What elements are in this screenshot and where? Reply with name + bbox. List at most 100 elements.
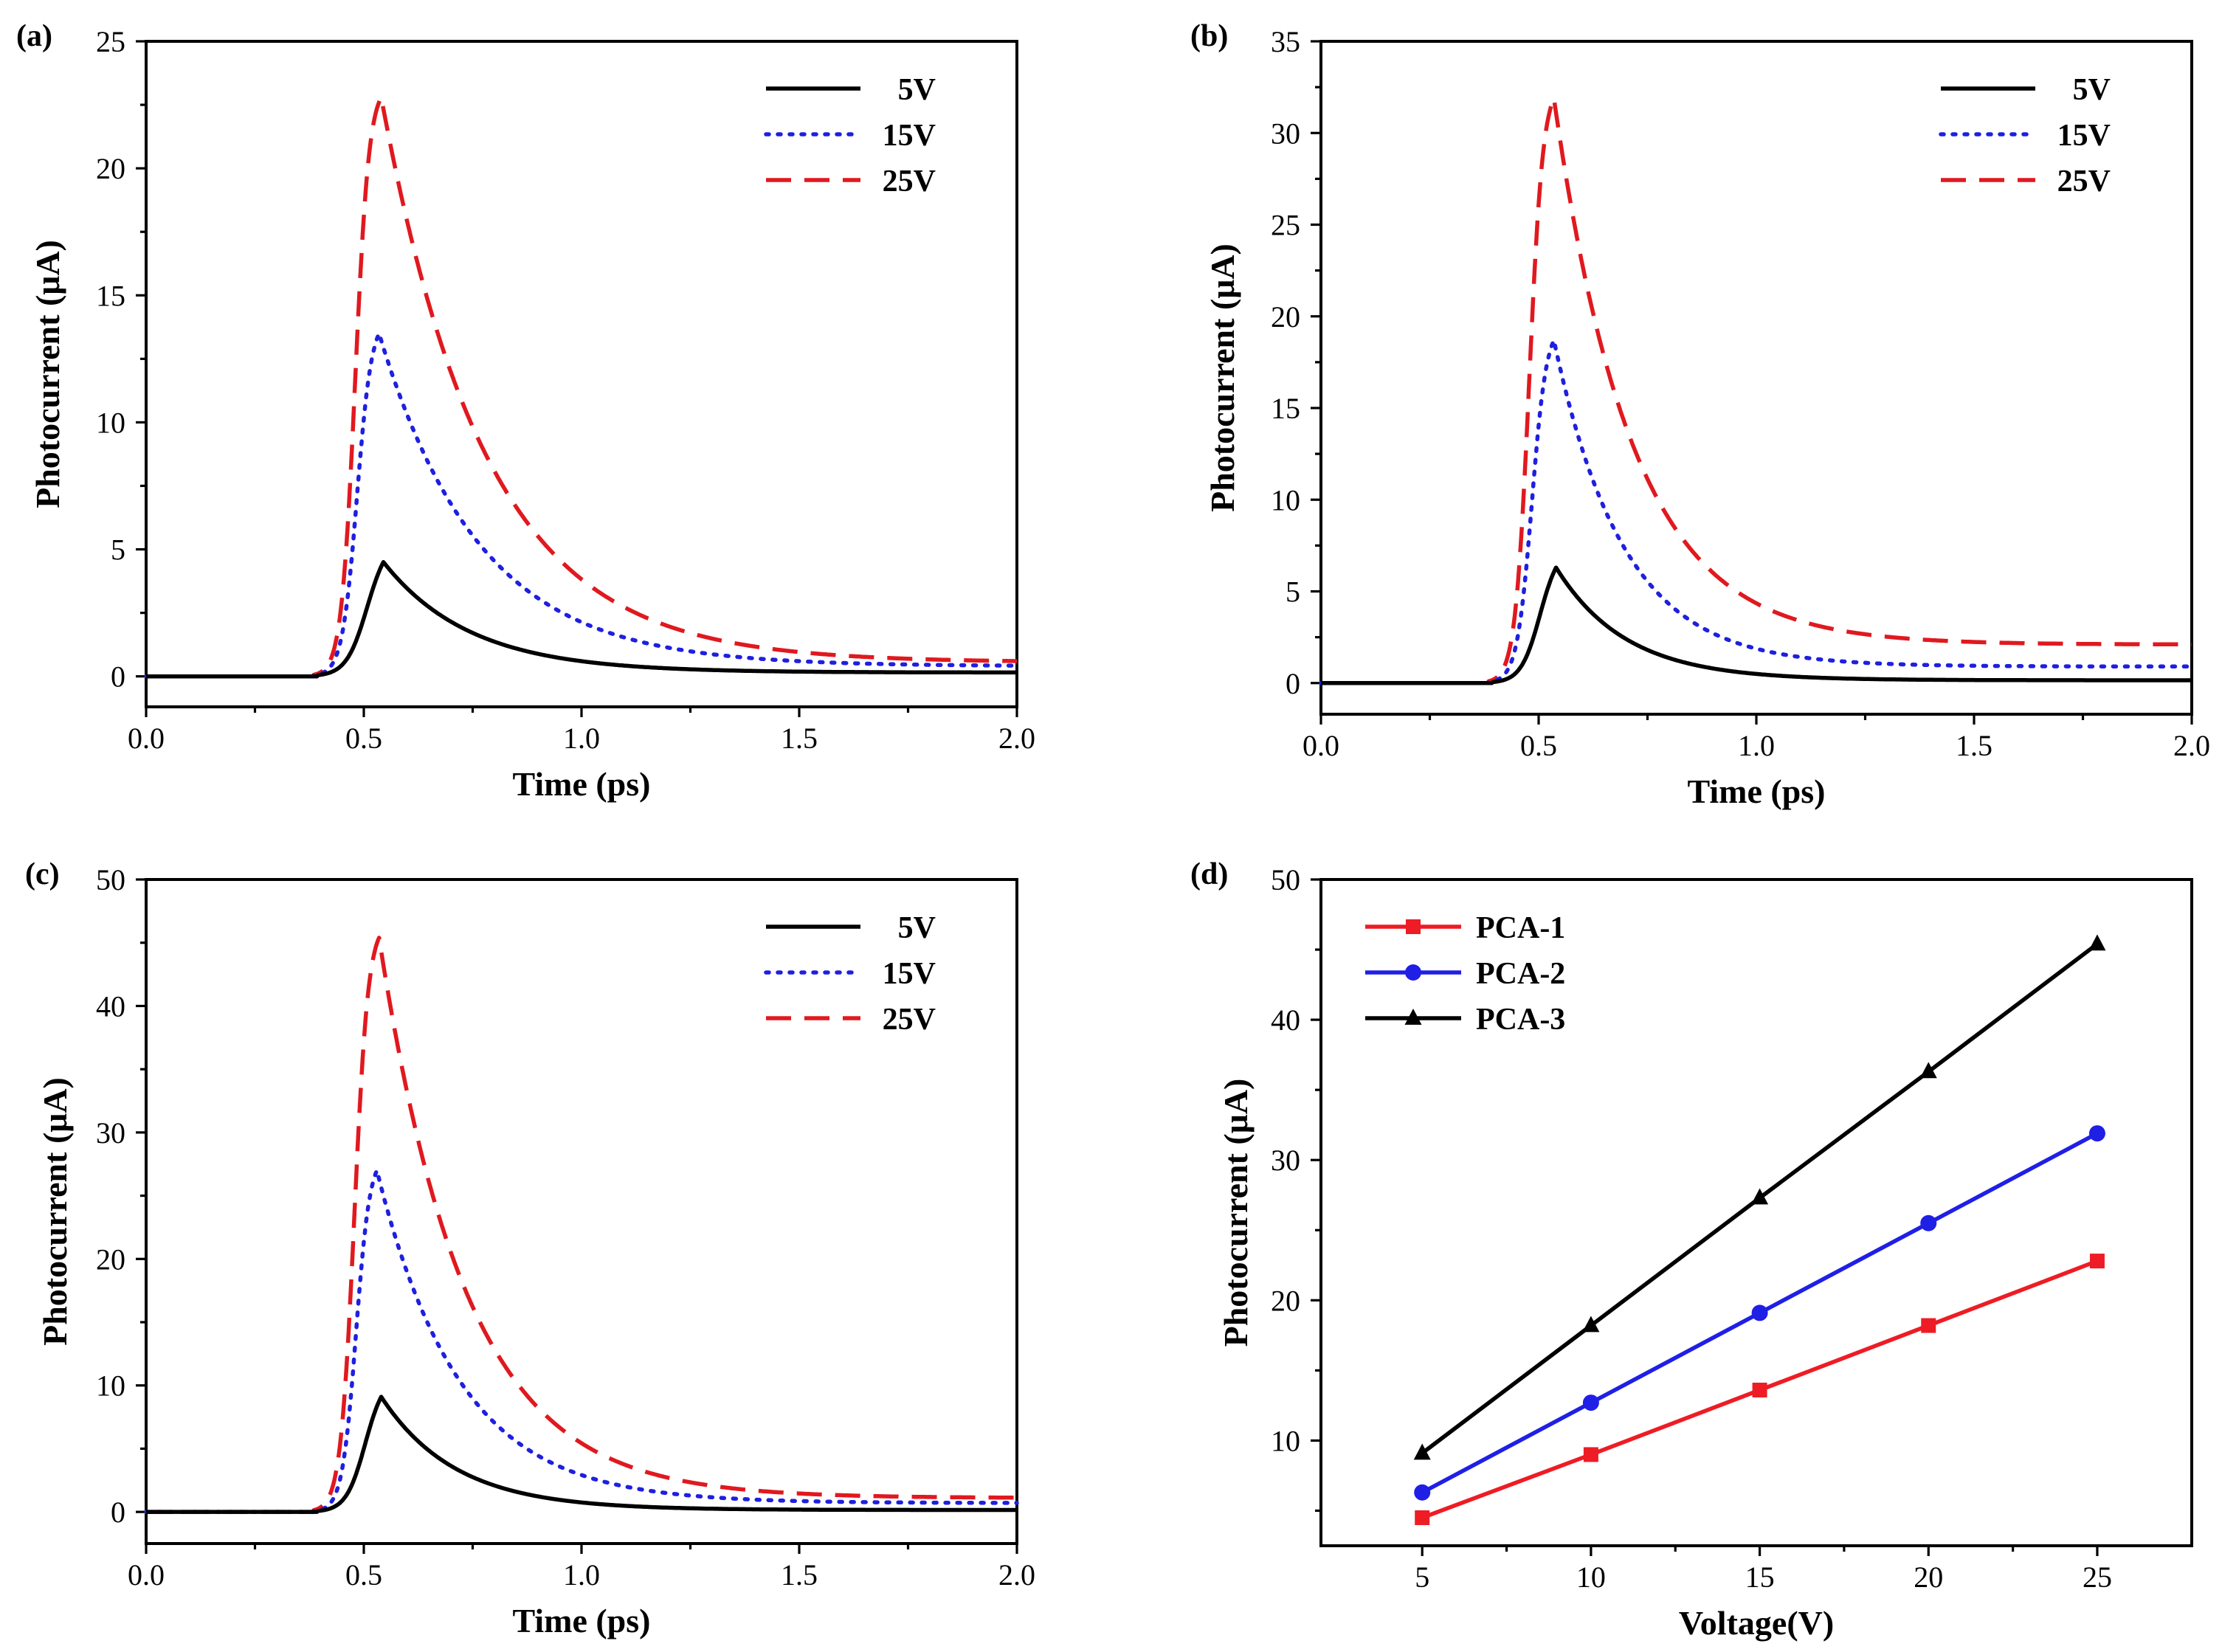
legend-label-25V: 25V [883,165,936,198]
y-tick-label: 25 [96,25,125,58]
data-point-PCA-1 [1921,1318,1936,1333]
y-tick-label: 40 [1271,1003,1300,1037]
series-line-5V [145,560,1018,679]
y-axis-label: Photocurrent (μA) [1217,1079,1255,1347]
series-line-15V [1319,338,2194,685]
legend-label-PCA-2: PCA-2 [1476,957,1565,991]
data-point-PCA-2 [1751,1304,1768,1321]
data-point-PCA-1 [1583,1447,1598,1462]
y-tick-label: 20 [1271,1284,1300,1317]
x-tick-label: 0.5 [345,1558,382,1591]
x-tick-label: 0.5 [1520,729,1557,762]
series-line-5V [1319,565,2193,685]
y-tick-label: 15 [1271,392,1300,425]
y-tick-label: 20 [1271,300,1300,333]
x-tick-label: 1.5 [781,722,818,755]
data-point-PCA-3 [2088,934,2106,951]
x-tick-label: 1.0 [1738,729,1775,762]
y-tick-label: 20 [96,152,125,185]
legend-label-25V: 25V [883,1003,936,1037]
x-tick-label: 1.0 [563,1558,600,1591]
y-tick-label: 0 [1286,667,1300,700]
data-point-PCA-3 [1413,1443,1431,1460]
data-point-PCA-1 [2089,1254,2105,1269]
y-tick-label: 10 [1271,1424,1300,1457]
data-point-PCA-2 [1582,1394,1599,1411]
series-line-15V [144,1168,1019,1514]
y-tick-label: 40 [96,989,125,1023]
legend-label-15V: 15V [883,957,936,991]
x-tick-label: 15 [1745,1561,1775,1594]
legend-label-5V: 5V [2073,73,2111,107]
panel-b: 0.0 0.5 1.0 1.5 2.0 0 5 10 15 20 25 30 35 Time (ps) Ph… [1190,19,2210,810]
data-point-PCA-2 [2088,1125,2105,1142]
x-tick-label: 2.0 [2173,729,2210,762]
y-tick-label: 20 [96,1243,125,1276]
y-tick-label: 10 [96,406,125,439]
series-line-15V [144,331,1019,679]
series-line-25V [145,94,1018,679]
x-axis-label: Voltage(V) [1679,1604,1834,1642]
legend-label-PCA-3: PCA-3 [1476,1003,1565,1037]
data-point-PCA-3 [1582,1316,1600,1333]
data-point-PCA-2 [1920,1214,1937,1231]
axes-frame [1319,878,2193,1547]
y-axis-label: Photocurrent (μA) [29,240,66,508]
y-tick-label: 30 [96,1116,125,1150]
y-tick-label: 5 [111,533,125,567]
y-tick-label: 50 [1271,863,1300,896]
legend-marker-PCA-1 [1406,919,1421,934]
y-tick-label: 10 [1271,483,1300,516]
data-point-PCA-1 [1415,1510,1430,1525]
legend-label-5V: 5V [898,911,936,945]
data-point-PCA-3 [1751,1188,1769,1205]
y-tick-label: 10 [96,1369,125,1403]
y-tick-label: 15 [96,279,125,312]
y-axis-label: Photocurrent (μA) [1204,243,1241,512]
panel-a: 0.0 0.5 1.0 1.5 2.0 0 5 10 15 20 25 Time (ps) Photoc… [16,19,1035,803]
panel-label: (c) [25,857,60,891]
x-tick-label: 25 [2083,1561,2112,1594]
y-axis-label: Photocurrent (μA) [36,1077,74,1346]
panel-label: (a) [16,19,52,53]
y-tick-label: 5 [1286,576,1300,609]
panel-c: 0.0 0.5 1.0 1.5 2.0 0 10 20 30 40 50 Time (ps) Photo… [25,857,1035,1639]
series-line-5V [145,1394,1018,1514]
panel-d: 5 10 15 20 25 10 20 30 40 50 Voltage(V) Photocurren… [1190,857,2193,1642]
x-tick-label: 0.0 [128,722,165,755]
legend-marker-PCA-3 [1404,1008,1422,1025]
data-point-PCA-3 [1919,1062,1937,1079]
x-tick-label: 10 [1576,1561,1606,1594]
panel-label: (d) [1190,857,1228,891]
x-axis-label: Time (ps) [513,1602,651,1639]
x-tick-label: 0.0 [1303,729,1339,762]
legend-label-PCA-1: PCA-1 [1476,911,1565,945]
legend-label-5V: 5V [898,73,936,107]
data-point-PCA-1 [1752,1382,1767,1397]
y-tick-label: 0 [111,1496,125,1529]
x-tick-label: 0.0 [128,1558,165,1591]
x-tick-label: 2.0 [998,722,1035,755]
legend-marker-PCA-2 [1405,964,1421,981]
x-tick-label: 1.0 [563,722,600,755]
x-axis-label: Time (ps) [513,765,651,803]
y-tick-label: 0 [111,660,125,694]
panel-label: (b) [1190,19,1228,53]
series-line-25V [1319,96,2193,685]
y-tick-label: 30 [1271,1144,1300,1177]
x-tick-label: 5 [1415,1561,1429,1594]
x-tick-label: 2.0 [998,1558,1035,1591]
x-tick-label: 20 [1914,1561,1943,1594]
x-tick-label: 1.5 [1956,729,1992,762]
y-tick-label: 25 [1271,209,1300,242]
series-line-25V [145,936,1018,1514]
data-point-PCA-2 [1414,1484,1431,1501]
legend-label-15V: 15V [883,119,936,153]
x-tick-label: 0.5 [345,722,382,755]
x-axis-label: Time (ps) [1688,773,1826,810]
legend-label-15V: 15V [2057,119,2111,153]
y-tick-label: 30 [1271,117,1300,150]
y-tick-label: 50 [96,863,125,896]
y-tick-label: 35 [1271,25,1300,58]
